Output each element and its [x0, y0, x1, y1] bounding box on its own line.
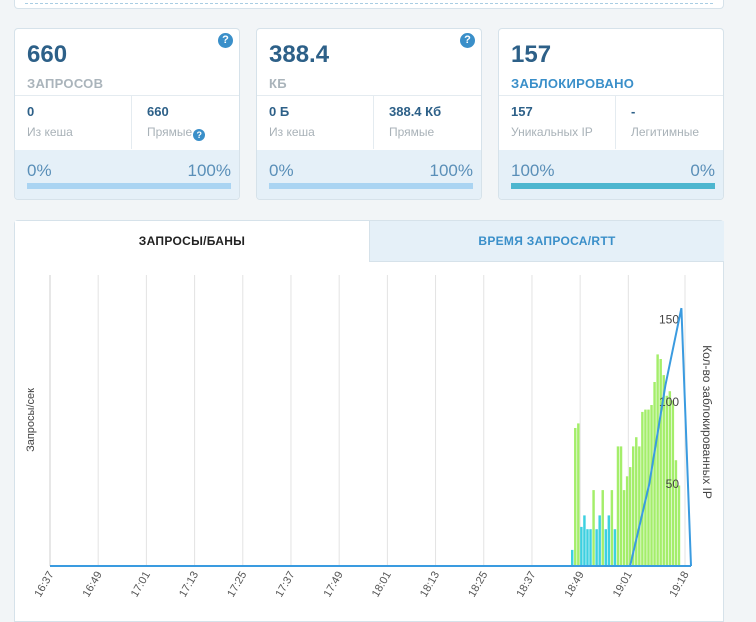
ratio-bar [511, 183, 715, 189]
top-strip [14, 0, 724, 9]
requests-card: 660 ЗАПРОСОВ ? 0 Из кеша 660 Прямые? 0% … [14, 28, 240, 200]
x-tick-label: 18:01 [370, 570, 394, 600]
requests-bar [616, 446, 620, 566]
right-axis-tick: 150 [659, 313, 679, 327]
traffic-size: 388.4 [269, 41, 330, 68]
requests-bar [628, 467, 632, 566]
requests-bar [580, 526, 583, 566]
requests-bar [638, 446, 641, 566]
direct-requests-label-wrap: Прямые? [147, 125, 206, 141]
x-tick-label: 16:37 [32, 570, 56, 600]
requests-bar [644, 409, 647, 566]
blocked-ratio-footer: 100% 0% [499, 150, 723, 199]
tab-requests-bans[interactable]: ЗАПРОСЫ/БАНЫ [15, 221, 369, 261]
cached-requests-value: 0 [27, 104, 35, 119]
requests-bar [632, 446, 635, 566]
x-tick-label: 17:01 [129, 570, 153, 600]
requests-bar [586, 529, 589, 566]
requests-bar [592, 490, 595, 566]
direct-requests-label: Прямые [147, 125, 193, 139]
requests-bar [601, 490, 604, 566]
traffic-caption: КБ [269, 76, 287, 91]
pct-right: 100% [429, 161, 473, 180]
requests-bar [604, 529, 607, 566]
right-axis-tick: 50 [666, 477, 680, 491]
legit-value: - [631, 104, 636, 119]
requests-bar [641, 411, 644, 566]
x-tick-label: 17:37 [273, 570, 297, 600]
cached-requests-label: Из кеша [27, 125, 73, 139]
x-tick-label: 18:37 [514, 570, 538, 600]
requests-bar [583, 515, 586, 566]
requests-bar [665, 395, 668, 566]
x-tick-label: 17:49 [322, 570, 346, 600]
ratio-bar [27, 183, 231, 189]
pct-left: 0% [269, 161, 294, 180]
requests-bar [613, 529, 617, 566]
requests-bar [574, 428, 577, 566]
requests-bar [571, 549, 574, 566]
help-icon[interactable]: ? [193, 129, 206, 141]
requests-bar [589, 529, 592, 566]
pct-right: 100% [187, 161, 231, 180]
pct-left: 100% [511, 161, 555, 180]
requests-bar [674, 460, 678, 566]
y-axis-label-left: Запросы/сек [25, 388, 37, 452]
requests-bar [671, 400, 675, 566]
pct-right: 0% [690, 161, 715, 180]
unique-ip-value: 157 [511, 104, 533, 119]
requests-bar [659, 359, 662, 566]
requests-bar [607, 515, 611, 566]
ratio-bar [269, 183, 473, 189]
cache-ratio-footer: 0% 100% [15, 150, 239, 199]
cached-traffic-label: Из кеша [269, 125, 315, 139]
direct-traffic-label: Прямые [389, 125, 435, 139]
cached-traffic-value: 0 Б [269, 104, 290, 119]
requests-bar [595, 529, 598, 566]
requests-bar [635, 437, 638, 566]
requests-bar [668, 391, 672, 566]
x-tick-label: 17:13 [177, 570, 201, 600]
requests-caption: ЗАПРОСОВ [27, 76, 104, 91]
x-tick-label: 17:25 [225, 570, 249, 600]
requests-bar [619, 446, 623, 566]
blocked-card: 157 ЗАБЛОКИРОВАНО 157 Уникальных IP - Ле… [498, 28, 724, 200]
direct-traffic-value: 388.4 Кб [389, 104, 442, 119]
pct-left: 0% [27, 161, 52, 180]
unique-ip-label: Уникальных IP [511, 125, 593, 139]
tab-request-time-rtt[interactable]: ВРЕМЯ ЗАПРОСА/RTT [369, 221, 724, 262]
requests-chart: 16:37 16:49 17:01 17:13 17:25 17:37 17:49 18:01… [25, 275, 714, 600]
x-tick-label: 18:49 [563, 570, 587, 600]
traffic-card: 388.4 КБ ? 0 Б Из кеша 388.4 Кб Прямые 0… [256, 28, 482, 200]
requests-bar [677, 485, 681, 566]
x-tick-label: 19:18 [667, 570, 691, 600]
requests-count: 660 [27, 41, 68, 68]
requests-bar [625, 476, 629, 566]
x-tick-label: 18:13 [418, 570, 442, 600]
blocked-caption[interactable]: ЗАБЛОКИРОВАНО [511, 76, 635, 91]
requests-bar [656, 354, 659, 566]
legit-label: Легитимные [631, 125, 700, 139]
requests-bar [653, 382, 656, 566]
requests-bar [650, 405, 653, 566]
direct-requests-value: 660 [147, 104, 169, 119]
requests-bar [577, 423, 580, 566]
requests-bar [598, 515, 601, 566]
help-icon[interactable]: ? [460, 33, 475, 48]
requests-bar [610, 490, 614, 566]
x-tick-label: 16:49 [81, 570, 105, 600]
help-icon[interactable]: ? [218, 33, 233, 48]
traffic-ratio-footer: 0% 100% [257, 150, 481, 199]
blocked-count: 157 [511, 41, 552, 68]
y-axis-label-right: Кол-во заблокированных IP [700, 345, 714, 499]
x-tick-label: 18:25 [466, 570, 490, 600]
x-tick-label: 19:01 [611, 570, 635, 600]
requests-bar [662, 375, 665, 566]
requests-bar [622, 490, 626, 566]
